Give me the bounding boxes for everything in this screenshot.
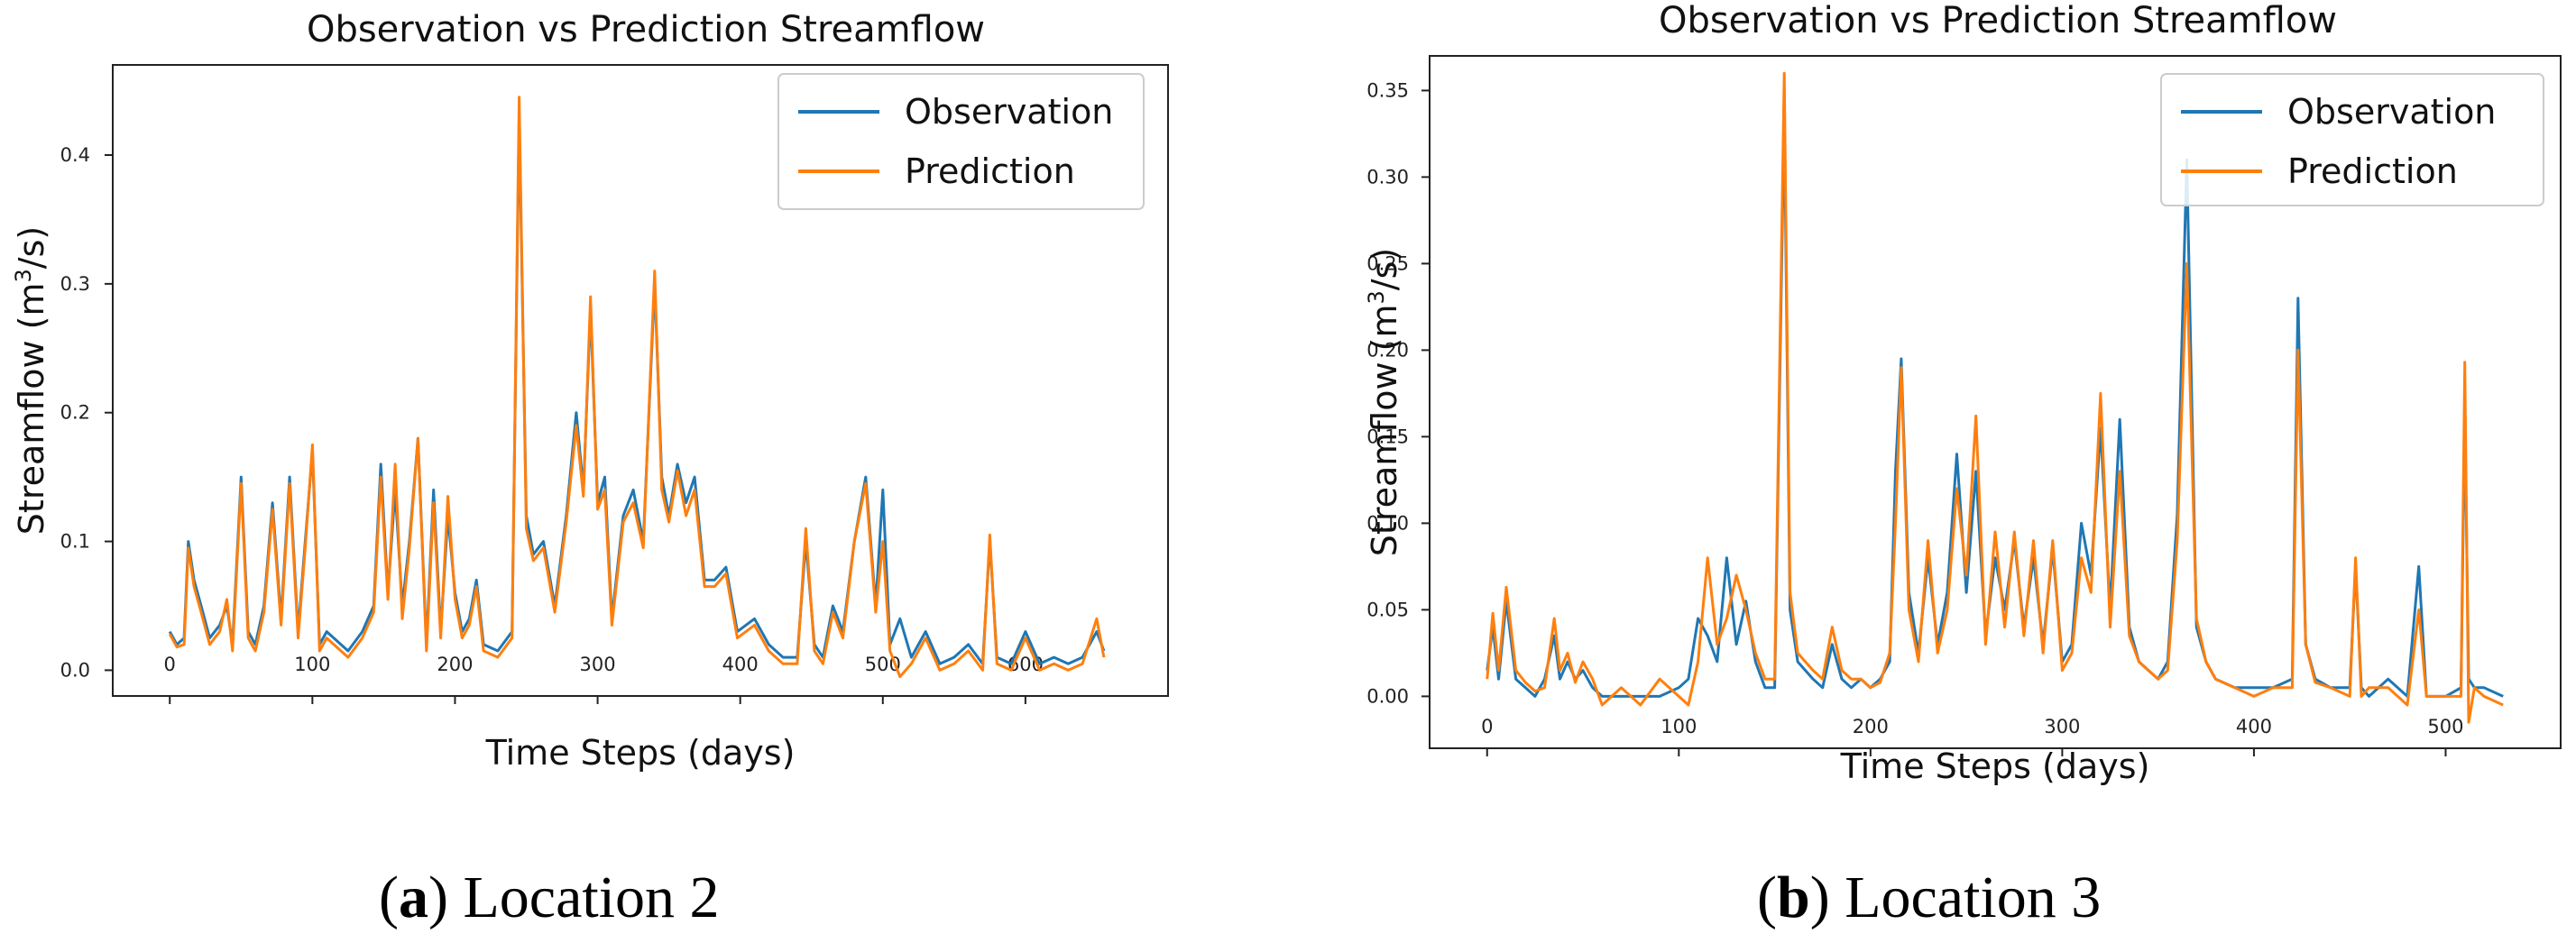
x-tick-label: 400	[722, 654, 759, 675]
chart-panel-a: Observation vs Prediction Streamflow 0 100…	[11, 9, 1169, 773]
y-axis-label-main: Streamflow (m	[1365, 305, 1404, 557]
y-axis-label-superscript: 3	[1364, 290, 1389, 304]
y-axis-label-end: /s)	[12, 226, 51, 269]
x-axis-label: Time Steps (days)	[485, 733, 796, 773]
y-tick-label: 0.4	[60, 144, 90, 166]
legend-label: Prediction	[2287, 151, 2458, 191]
y-tick-label: 0.1	[60, 531, 90, 553]
chart-title: Observation vs Prediction Streamflow	[1659, 0, 2337, 41]
y-tick-label: 0.2	[60, 402, 90, 424]
x-tick-label: 0	[164, 654, 176, 675]
x-tick-label: 100	[1661, 716, 1697, 737]
caption-a: (a) Location 2	[379, 865, 720, 930]
y-tick-label: 0.35	[1366, 79, 1409, 101]
y-axis-label: Streamflow (m3/s)	[1364, 248, 1404, 556]
y-tick-label: 0.00	[1366, 685, 1409, 707]
y-tick-label: 0.30	[1366, 166, 1409, 188]
series-line-prediction	[168, 96, 1106, 679]
legend-label: Observation	[2287, 92, 2496, 132]
x-tick-label: 300	[2044, 716, 2080, 737]
y-tick-label: 0.15	[1366, 426, 1409, 447]
y-tick-label: 0.0	[60, 659, 90, 681]
y-tick-label: 0.10	[1366, 512, 1409, 534]
x-tick-label: 0	[1481, 716, 1493, 737]
legend-label: Prediction	[905, 151, 1075, 191]
x-tick-label: 500	[2427, 716, 2463, 737]
y-tick-label: 0.05	[1366, 599, 1409, 620]
chart-panel-b: Observation vs Prediction Streamflow 0 100…	[1364, 0, 2562, 786]
x-tick-label: 300	[580, 654, 616, 675]
y-tick-label: 0.25	[1366, 252, 1409, 274]
chart-title: Observation vs Prediction Streamflow	[307, 9, 985, 50]
series-line-prediction	[1486, 71, 2504, 724]
y-tick-label: 0.20	[1366, 339, 1409, 361]
x-axis-label: Time Steps (days)	[1840, 746, 2150, 786]
y-axis-label-end: /s)	[1365, 248, 1404, 290]
legend-label: Observation	[905, 92, 1113, 132]
legend-box	[777, 73, 1145, 210]
x-tick-label: 400	[2236, 716, 2272, 737]
y-axis-label-superscript: 3	[11, 269, 36, 282]
x-tick-label: 200	[1853, 716, 1889, 737]
y-tick-label: 0.3	[60, 273, 90, 295]
y-axis-label: Streamflow (m3/s)	[11, 226, 51, 535]
x-tick-label: 100	[294, 654, 330, 675]
x-tick-label: 200	[437, 654, 473, 675]
y-axis-label-main: Streamflow (m	[12, 283, 51, 536]
plot-area-frame	[112, 64, 1169, 697]
plot-area-frame	[1429, 55, 2562, 749]
caption-b: (b) Location 3	[1757, 865, 2102, 930]
